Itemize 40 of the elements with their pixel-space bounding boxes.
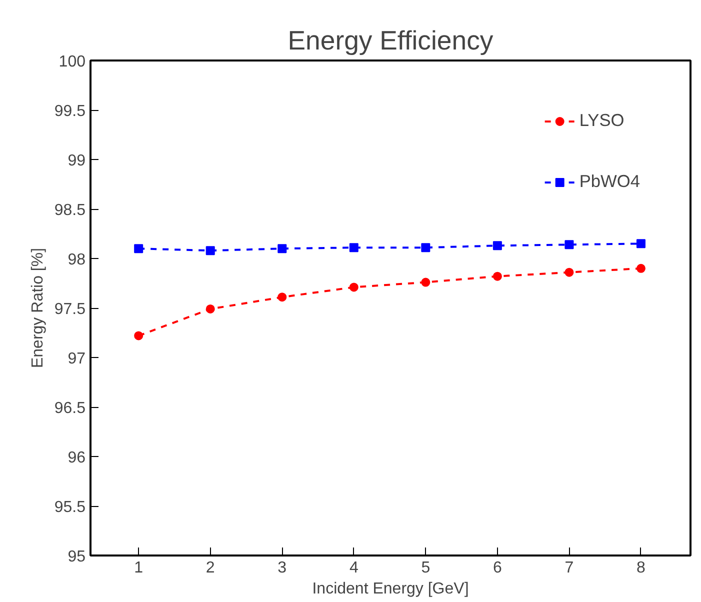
point <box>278 292 287 302</box>
y-tick-label: 96 <box>68 450 86 466</box>
point <box>564 268 574 277</box>
x-tick-label: 5 <box>421 560 430 576</box>
point <box>206 304 215 314</box>
y-tick-label: 96.5 <box>54 400 86 417</box>
y-tick-label: 99 <box>68 152 86 170</box>
x-tick-label: 1 <box>134 560 144 576</box>
point <box>564 240 574 250</box>
x-tick-label: 8 <box>636 560 646 576</box>
x-tick-label: 3 <box>278 560 287 576</box>
point <box>278 244 287 254</box>
y-tick-label: 95.5 <box>54 499 86 516</box>
point <box>134 244 144 254</box>
x-tick-label: 6 <box>492 560 502 576</box>
point <box>636 264 646 273</box>
point <box>349 282 358 292</box>
legend-label: LYSO <box>579 110 624 131</box>
y-tick-label: 100 <box>58 54 86 70</box>
x-tick-label: 4 <box>349 560 358 576</box>
y-tick-label: 98.5 <box>54 202 86 219</box>
x-tick-label: 7 <box>564 560 574 576</box>
x-tick-label: 2 <box>206 560 215 576</box>
y-tick-label: 99.5 <box>54 103 86 120</box>
y-tick-label: 98 <box>68 252 86 268</box>
x-axis-title: Incident Energy [GeV] <box>312 580 469 598</box>
point <box>492 241 502 250</box>
point <box>421 243 430 252</box>
point <box>134 331 144 340</box>
point <box>421 278 430 287</box>
point <box>349 243 358 252</box>
point <box>206 246 215 256</box>
y-tick-label: 97 <box>68 350 86 368</box>
y-tick-label: 97.5 <box>54 301 86 318</box>
point <box>492 272 502 281</box>
legend-label: PbWO4 <box>579 171 640 192</box>
y-axis-title: Energy Ratio [%] <box>29 248 46 368</box>
point <box>636 239 646 248</box>
y-tick-label: 95 <box>68 548 86 566</box>
chart-title: Energy Efficiency <box>288 26 494 56</box>
